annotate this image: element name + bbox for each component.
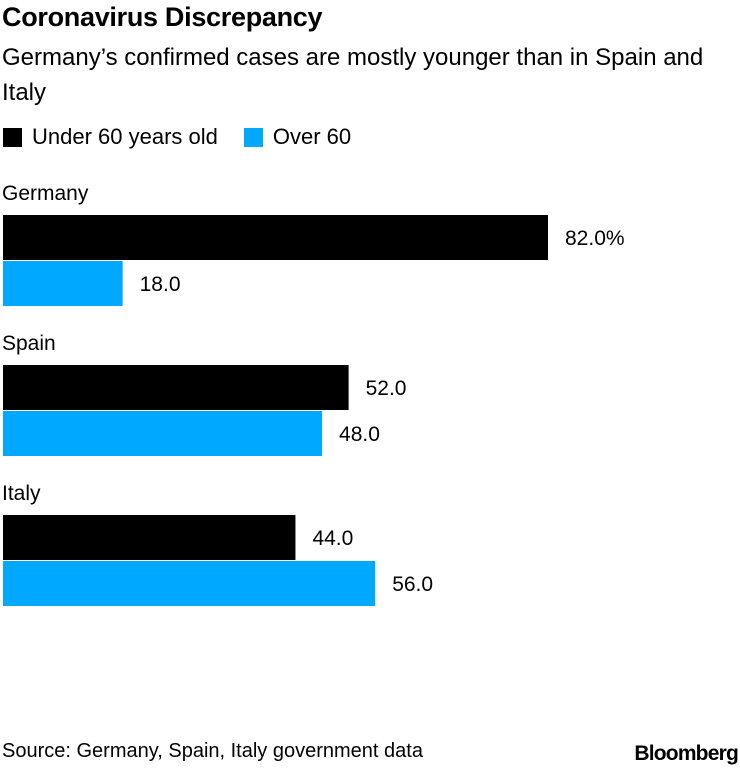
data-label: 44.0	[312, 527, 353, 550]
bloomberg-logo: Bloomberg	[634, 742, 738, 765]
data-label: 18.0	[140, 273, 181, 296]
bar-spain-over-60	[3, 411, 323, 456]
chart-subtitle: Germany’s confirmed cases are mostly you…	[2, 44, 704, 106]
data-label: 48.0	[339, 423, 380, 446]
legend-swatch-over-60	[243, 127, 263, 147]
legend-label-over-60: Over 60	[272, 124, 352, 149]
data-label: 82.0%	[565, 227, 625, 250]
data-label: 52.0	[366, 377, 407, 400]
bar-germany-over-60	[3, 261, 123, 306]
legend-label-under-60: Under 60 years old	[32, 124, 218, 149]
category-label: Germany	[2, 182, 89, 205]
bar-spain-under-60	[3, 365, 349, 410]
bar-germany-under-60	[3, 215, 548, 260]
bar-italy-over-60	[3, 561, 376, 606]
legend-swatch-under-60	[3, 127, 22, 147]
chart-title: Coronavirus Discrepancy	[2, 2, 323, 32]
category-label: Italy	[2, 482, 41, 505]
category-label: Spain	[2, 332, 56, 355]
data-label: 56.0	[392, 573, 433, 596]
bar-italy-under-60	[3, 515, 296, 560]
source-note: Source: Germany, Spain, Italy government…	[2, 740, 423, 762]
legend: Under 60 years old Over 60	[3, 124, 377, 150]
